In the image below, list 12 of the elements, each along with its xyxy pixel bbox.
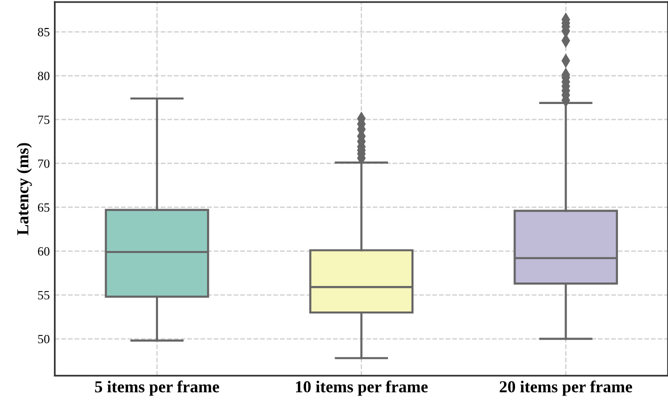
y-tick-label: 80 (38, 72, 50, 80)
y-tick-label: 75 (38, 116, 50, 124)
x-tick-label: 20 items per frame (500, 380, 632, 396)
y-tick-label: 60 (38, 247, 50, 256)
y-tick-label: 65 (38, 203, 50, 212)
y-tick-label: 70 (38, 159, 50, 168)
y-tick-label: 50 (38, 334, 50, 344)
x-tick-label: 5 items per frame (95, 380, 220, 396)
x-tick-label: 10 items per frame (296, 380, 428, 396)
y-axis-title: Latency (ms) (16, 143, 32, 236)
y-tick-label: 85 (38, 28, 50, 36)
y-tick-label: 55 (38, 291, 50, 300)
